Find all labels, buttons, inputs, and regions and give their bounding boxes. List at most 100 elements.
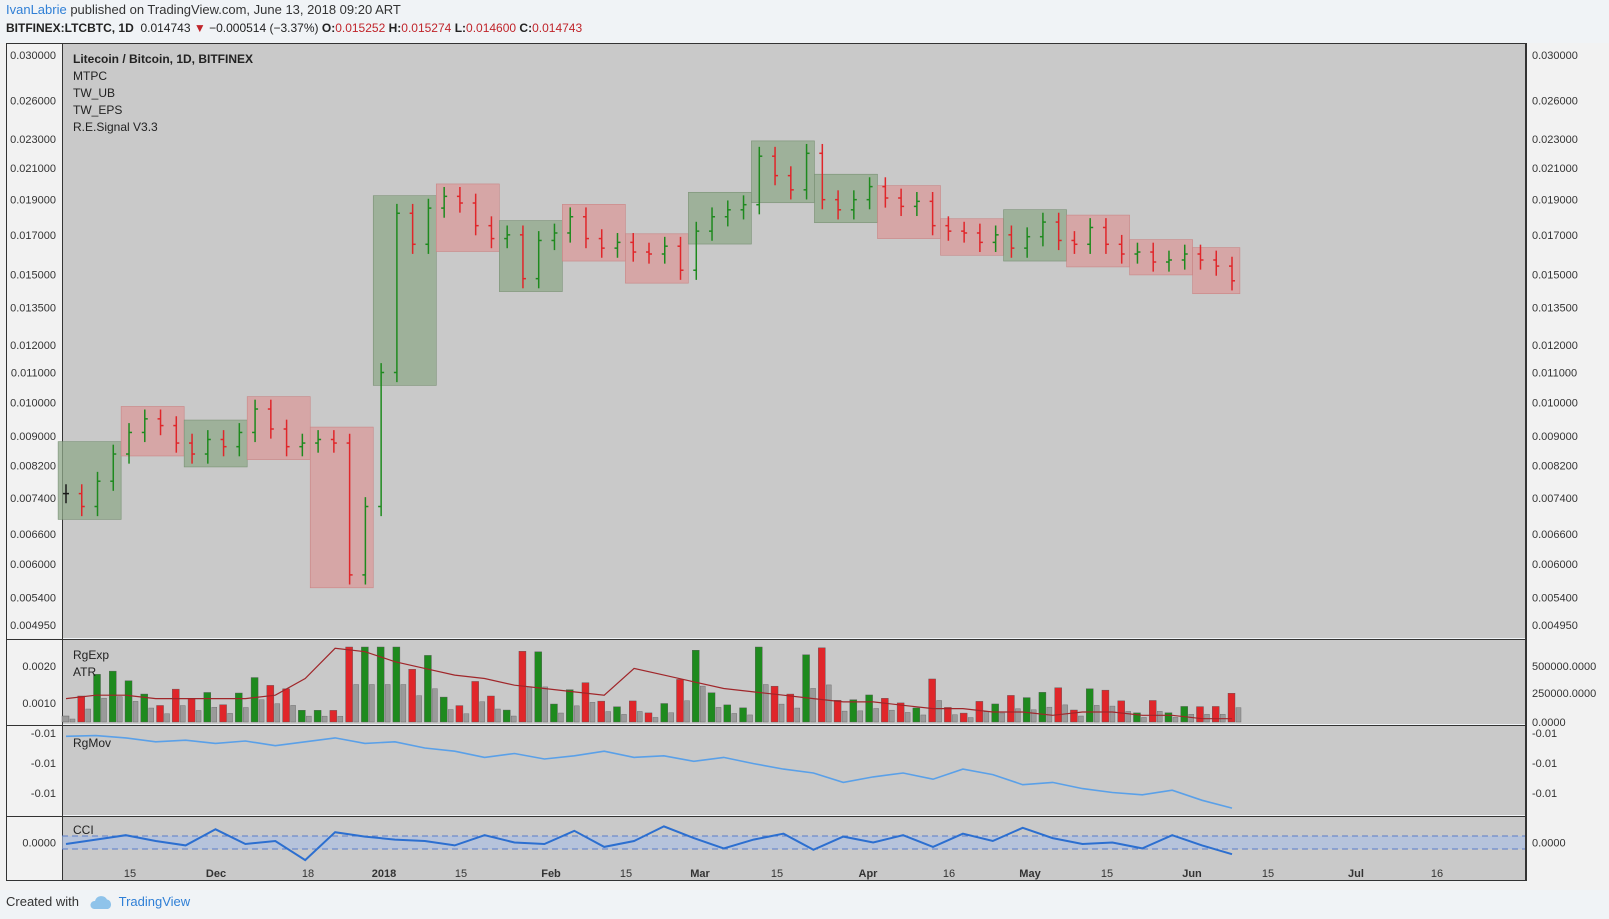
signal-box: [1066, 214, 1130, 268]
price-tick-left-10: 0.010000: [10, 398, 56, 410]
volume-bar: [826, 684, 832, 723]
price-tick-left-0: 0.030000: [10, 50, 56, 62]
volume-bar: [345, 646, 353, 723]
price-tick-right-15: 0.006000: [1532, 559, 1578, 571]
pane-titles: RgExp ATR RgMov CCI: [73, 648, 111, 837]
signal-box: [372, 195, 437, 386]
change: −0.000514 (−3.37%): [209, 21, 319, 35]
volume-bar: [132, 701, 139, 723]
volume-bar: [69, 718, 76, 723]
volume-bar: [692, 650, 700, 723]
time-tick-10: 16: [943, 868, 955, 880]
tradingview-cloud-icon: [90, 895, 111, 909]
atr-tick-right-0: 500000.0000: [1532, 661, 1596, 673]
cci-title: CCI: [73, 823, 94, 837]
signal-box: [1003, 209, 1067, 262]
price-tick-left-3: 0.021000: [10, 163, 56, 175]
price-tick-right-9: 0.011000: [1532, 367, 1577, 379]
price-tick-right-14: 0.006600: [1532, 529, 1578, 541]
volume-bar: [991, 703, 999, 723]
volume-bar: [1109, 705, 1116, 723]
volume-bar: [227, 713, 233, 723]
volume-bar: [1054, 687, 1062, 723]
signal-box: [625, 233, 689, 284]
volume-bar: [1164, 712, 1173, 723]
volume-bar: [889, 709, 895, 723]
atr-tick-right-2: 0.0000: [1532, 717, 1566, 729]
volume-bar: [629, 700, 637, 723]
volume-bar: [180, 705, 186, 723]
volume-bar: [376, 646, 385, 723]
cci-tick-right-0: 0.0000: [1532, 838, 1566, 850]
time-tick-12: 15: [1101, 868, 1113, 880]
volume-bar: [999, 712, 1005, 723]
volume-bar: [676, 679, 684, 723]
volume-bar: [243, 707, 249, 723]
price-tick-right-3: 0.021000: [1532, 163, 1578, 175]
rgmov-tick-right-1: -0.01: [1532, 758, 1557, 770]
rgmov-title: RgMov: [73, 736, 111, 750]
time-tick-2: 18: [302, 868, 314, 880]
volume-bar: [1212, 706, 1220, 723]
tradingview-link[interactable]: TradingView: [118, 894, 191, 909]
volume-bar: [558, 712, 564, 723]
right-axis: [1525, 43, 1609, 880]
price-tick-left-12: 0.008200: [10, 460, 56, 472]
volume-bar: [416, 695, 422, 723]
created-with: Created with: [6, 894, 79, 909]
volume-bar: [487, 695, 495, 723]
symbol[interactable]: BITFINEX:LTCBTC, 1D: [6, 21, 134, 35]
rgexp-title: RgExp: [73, 648, 109, 662]
volume-bar: [715, 707, 722, 723]
volume-bar: [148, 707, 154, 723]
volume-bar: [203, 692, 212, 723]
volume-bar: [471, 681, 479, 723]
volume-bar: [873, 708, 879, 723]
signal-box: [499, 220, 563, 292]
volume-bar: [1180, 706, 1188, 723]
volume-bar: [77, 695, 85, 723]
volume-bar: [1070, 709, 1078, 723]
volume-bar: [904, 712, 911, 723]
time-tick-7: Mar: [690, 868, 710, 880]
volume-bar: [172, 688, 180, 723]
volume-bar: [542, 686, 548, 723]
rgmov-tick-right-2: -0.01: [1532, 788, 1557, 800]
volume-bar: [361, 646, 369, 723]
price-pane[interactable]: [62, 43, 1525, 638]
volume-bar: [763, 684, 769, 723]
atr-title: ATR: [73, 665, 96, 679]
price-tick-left-5: 0.017000: [10, 230, 56, 242]
signal-box: [688, 191, 752, 245]
volume-bar: [1117, 700, 1125, 723]
volume-bar: [1172, 717, 1179, 723]
volume-bar: [589, 702, 596, 723]
volume-bar: [668, 712, 674, 723]
volume-bar: [85, 708, 91, 723]
cci-line: [65, 825, 1233, 862]
volume-bar: [329, 710, 338, 723]
volume-bar: [337, 715, 344, 723]
cci-tick-left-0: 0.0000: [22, 838, 56, 850]
close-label: C:: [519, 21, 533, 35]
volume-bar: [1078, 715, 1084, 723]
price-tick-right-17: 0.004950: [1532, 620, 1578, 632]
time-tick-9: Apr: [859, 868, 879, 880]
open-value: 0.015252: [335, 21, 386, 35]
volume-bar: [833, 700, 842, 723]
high-label: H:: [388, 21, 402, 35]
volume-bar: [439, 696, 448, 723]
rgmov-line: [65, 734, 1233, 809]
volume-bar: [952, 714, 958, 723]
volume-bar: [731, 713, 737, 723]
legend: Litecoin / Bitcoin, 1D, BITFINEX MTPC TW_U…: [73, 52, 253, 134]
signal-box: [562, 204, 626, 262]
price-tick-right-6: 0.015000: [1532, 269, 1578, 281]
volume-bar: [93, 674, 101, 723]
time-tick-3: 2018: [372, 868, 396, 880]
volume-bar: [61, 715, 70, 723]
volume-bar: [550, 703, 558, 723]
author-link[interactable]: IvanLabrie: [6, 2, 67, 17]
price-tick-right-7: 0.013500: [1532, 303, 1578, 315]
